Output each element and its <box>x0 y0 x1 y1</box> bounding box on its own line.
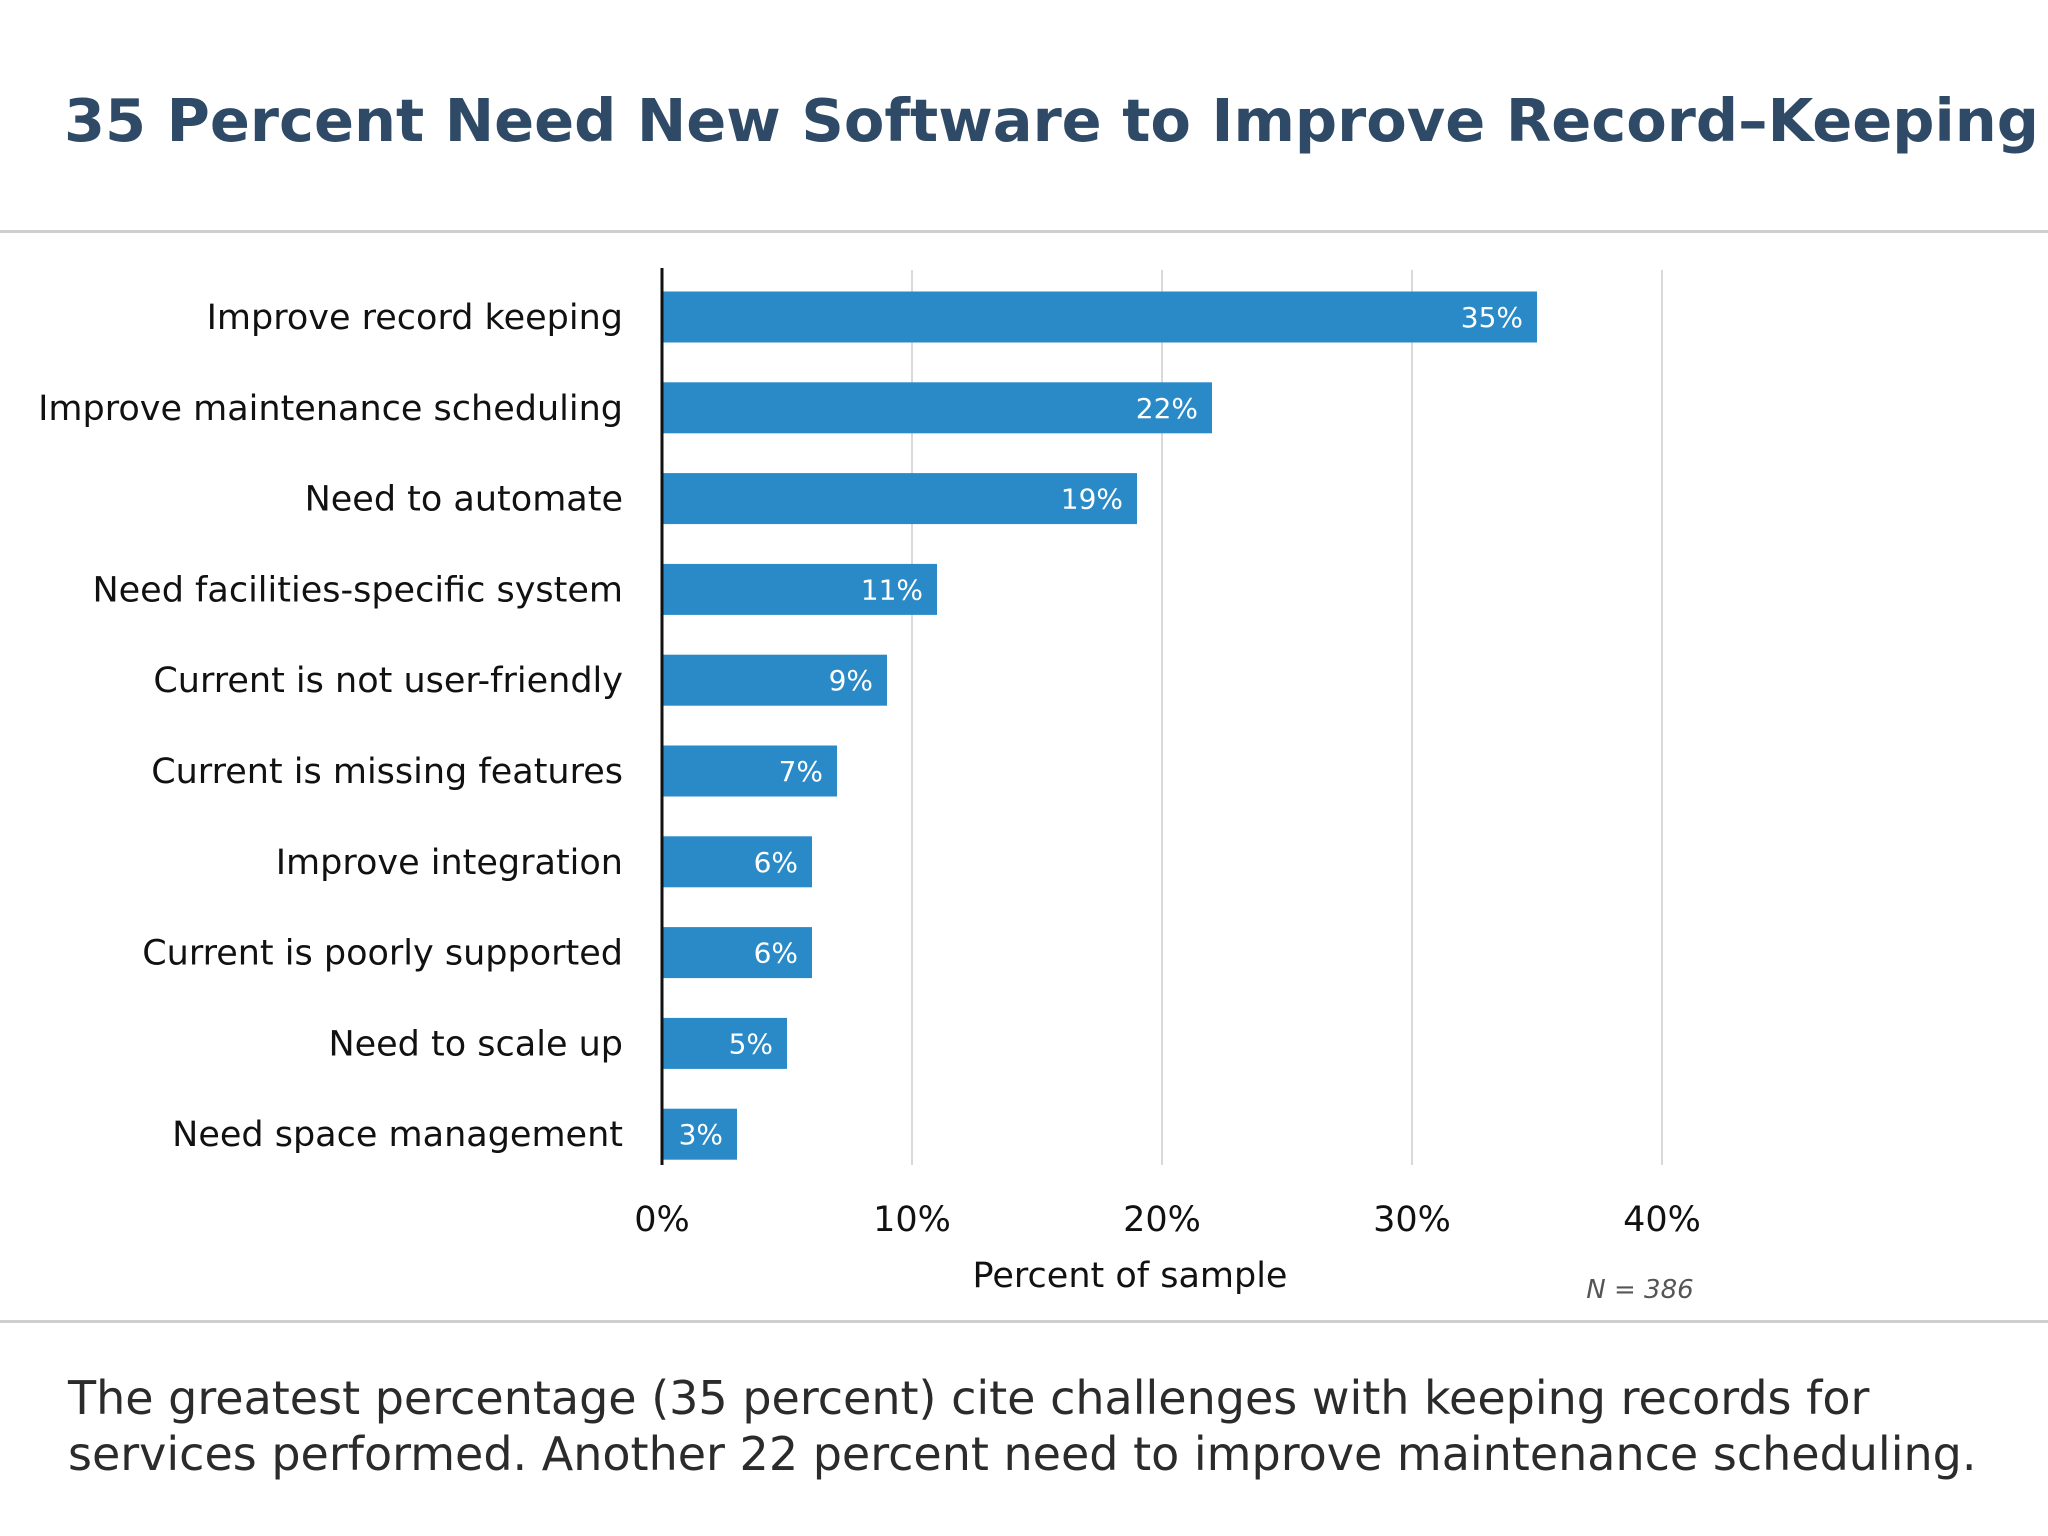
chart-caption: The greatest percentage (35 percent) cit… <box>68 1371 1977 1481</box>
data-label: 9% <box>829 664 873 697</box>
bar <box>662 1017 787 1069</box>
bars <box>662 291 1537 1160</box>
category-label: Current is poorly supported <box>142 934 623 974</box>
bar <box>662 836 812 888</box>
x-axis-title: Percent of sample <box>973 1256 1288 1296</box>
bar <box>662 1108 737 1160</box>
category-label: Improve maintenance scheduling <box>38 389 623 429</box>
x-tick-label: 10% <box>873 1200 951 1240</box>
category-label: Need to automate <box>305 480 623 520</box>
bar <box>662 927 812 979</box>
category-label: Current is not user-friendly <box>153 661 623 701</box>
x-tick-label: 30% <box>1373 1200 1451 1240</box>
x-tick-label: 0% <box>634 1200 690 1240</box>
data-label: 6% <box>754 937 798 970</box>
bar <box>662 382 1212 434</box>
category-labels: Improve record keeping Improve maintenanc… <box>38 298 623 1155</box>
x-tick-labels: 0% 10% 20% 30% 40% <box>634 1200 1701 1240</box>
category-label: Need to scale up <box>328 1024 623 1064</box>
top-divider <box>0 230 2048 233</box>
bottom-divider <box>0 1320 2048 1323</box>
category-label: Improve record keeping <box>207 298 623 338</box>
data-label: 19% <box>1061 483 1123 516</box>
data-label: 5% <box>729 1027 773 1060</box>
data-label: 11% <box>861 573 923 606</box>
bar <box>662 654 887 706</box>
data-label: 7% <box>779 755 823 788</box>
bar <box>662 473 1137 525</box>
data-label: 3% <box>679 1118 723 1151</box>
data-labels: 35% 22% 19% 11% 9% 7% 6% 6% 5% 3% <box>679 301 1523 1151</box>
bar <box>662 291 1537 343</box>
chart-title: 35 Percent Need New Software to Improve … <box>64 86 2040 155</box>
category-label: Improve integration <box>276 843 623 883</box>
bar <box>662 563 937 615</box>
x-tick-label: 40% <box>1623 1200 1701 1240</box>
sample-size-note: N = 386 <box>1586 1275 1693 1305</box>
x-tick-label: 20% <box>1123 1200 1201 1240</box>
bar <box>662 745 837 797</box>
data-label: 6% <box>754 846 798 879</box>
category-label: Need facilities-specific system <box>92 570 623 610</box>
category-label: Need space management <box>172 1115 623 1155</box>
category-label: Current is missing features <box>151 752 623 792</box>
data-label: 35% <box>1461 301 1523 334</box>
bar-chart: Improve record keeping Improve maintenanc… <box>38 268 1701 1305</box>
data-label: 22% <box>1136 392 1198 425</box>
